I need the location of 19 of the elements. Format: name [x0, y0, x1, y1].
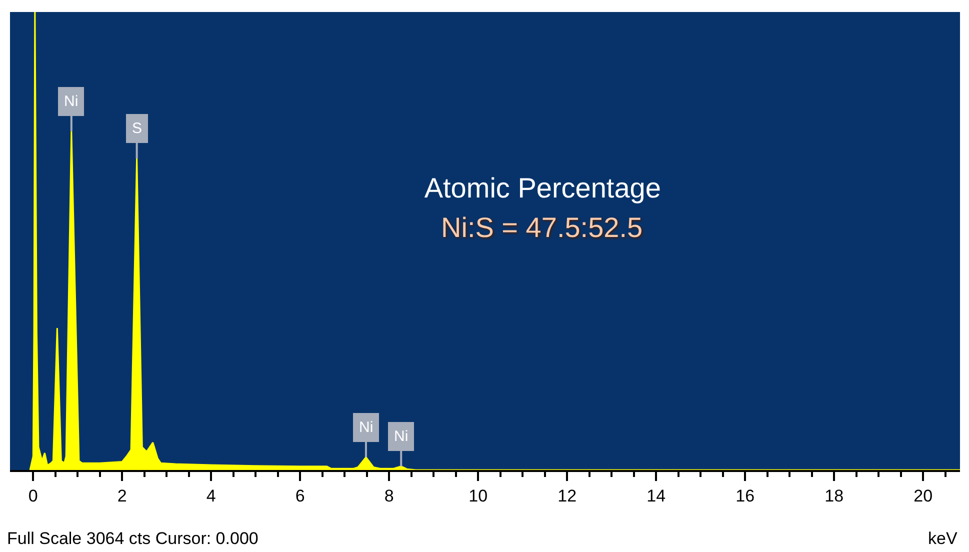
- annotation: Ni: [394, 428, 408, 445]
- text: Full Scale 3064 cts Cursor: 0.000: [7, 529, 258, 548]
- x-tick-label: 2: [117, 486, 127, 506]
- x-tick-label: 12: [558, 486, 577, 506]
- x-tick-label: 20: [914, 486, 933, 506]
- x-axis-title: keV: [928, 529, 958, 548]
- text: Atomic Percentage: [424, 172, 661, 204]
- x-tick-label: 10: [468, 486, 488, 506]
- x-tick-label: 14: [646, 486, 666, 506]
- x-tick-label: 16: [736, 486, 755, 506]
- x-tick-label: 6: [295, 486, 305, 506]
- x-tick-label: 8: [384, 486, 394, 506]
- x-tick-label: 0: [28, 486, 38, 506]
- x-tick-label: 4: [206, 486, 216, 506]
- annotation: Ni: [64, 93, 78, 110]
- annotation: Ni: [359, 419, 374, 436]
- x-tick-label: 18: [824, 486, 844, 506]
- text: Ni:S = 47.5:52.5: [441, 212, 643, 243]
- annotation: S: [132, 120, 142, 137]
